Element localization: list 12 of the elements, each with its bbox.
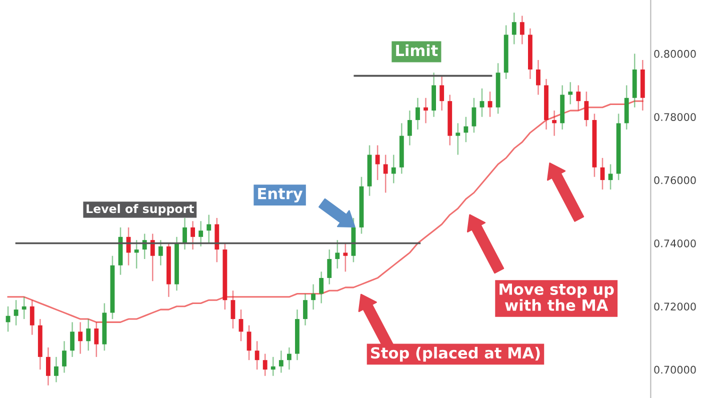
line-series <box>7 100 644 323</box>
ref-line-label: Level of support <box>86 204 194 216</box>
y-tick-label: 0.78000 <box>654 113 696 121</box>
annotation: Move stop up with the MA <box>500 284 614 311</box>
annotation: Entry <box>258 188 303 202</box>
y-tick-label: 0.70000 <box>654 366 696 374</box>
y-tick-label: 0.72000 <box>654 302 696 310</box>
y-tick-label: 0.74000 <box>654 239 696 248</box>
ref-line-label: Limit <box>396 44 438 56</box>
y-tick-label: 0.76000 <box>654 176 696 184</box>
annotation: Stop (placed at MA) <box>371 346 540 362</box>
y-tick-label: 0.80000 <box>654 50 696 58</box>
